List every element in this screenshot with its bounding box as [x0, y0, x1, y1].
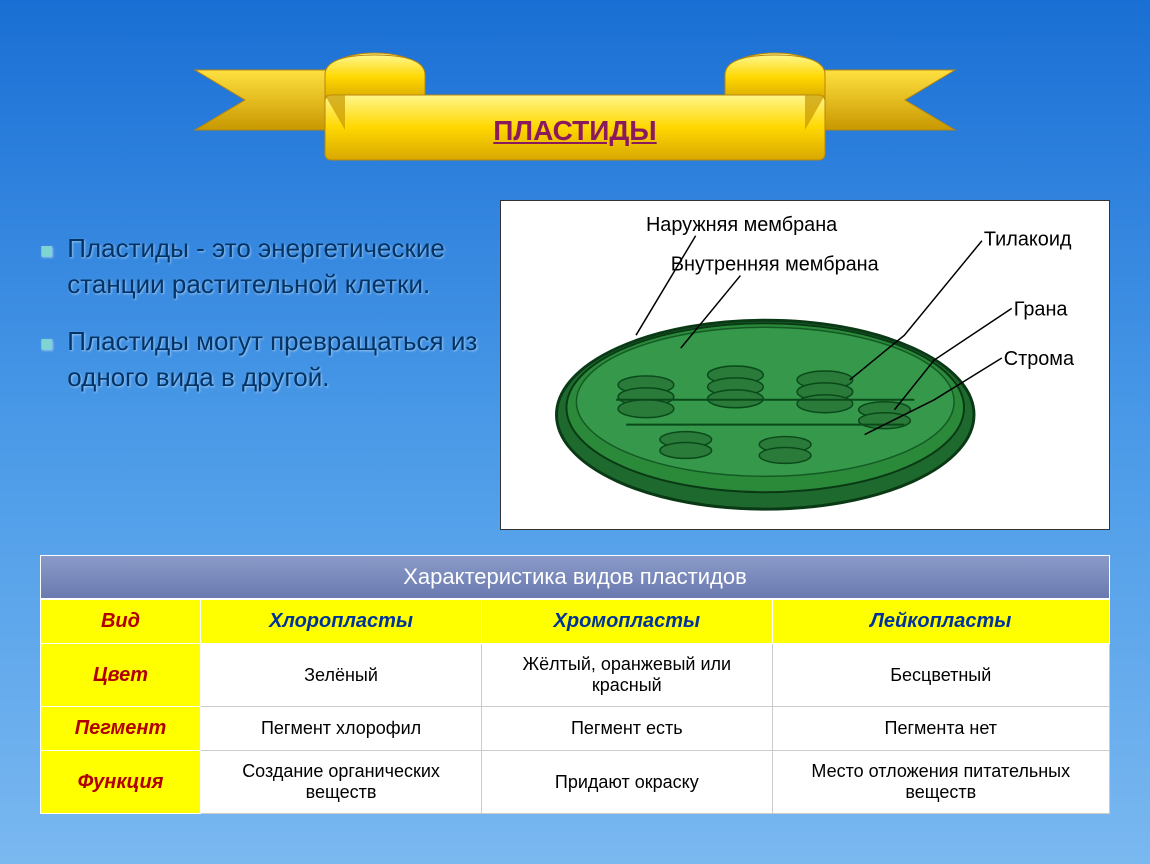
bullet-marker-icon: ■ [40, 329, 53, 396]
row-header: Вид [41, 600, 201, 644]
table-cell: Пегмент есть [482, 707, 772, 751]
label-outer-membrane: Наружняя мембрана [646, 214, 838, 236]
page-title: ПЛАСТИДЫ [175, 115, 975, 147]
table-cell: Жёлтый, оранжевый или красный [482, 644, 772, 707]
bullet-list: ■ Пластиды - это энергетические станции … [40, 200, 480, 530]
label-thylakoid: Тилакоид [984, 229, 1072, 251]
table-row: Функция Создание органических веществ Пр… [41, 751, 1110, 814]
col-header: Лейкопласты [772, 600, 1109, 644]
plastid-table-section: Характеристика видов пластидов Вид Хлоро… [40, 555, 1110, 814]
table-cell: Придают окраску [482, 751, 772, 814]
bullet-item: ■ Пластиды могут превращаться из одного … [40, 323, 480, 396]
row-header: Цвет [41, 644, 201, 707]
table-row: Вид Хлоропласты Хромопласты Лейкопласты [41, 600, 1110, 644]
table-cell: Бесцветный [772, 644, 1109, 707]
label-grana: Грана [1014, 298, 1069, 320]
bullet-text: Пластиды могут превращаться из одного ви… [67, 323, 480, 396]
col-header: Хлоропласты [201, 600, 482, 644]
table-cell: Место отложения питательных веществ [772, 751, 1109, 814]
label-stroma: Строма [1004, 348, 1075, 370]
table-cell: Пегмента нет [772, 707, 1109, 751]
table-cell: Зелёный [201, 644, 482, 707]
plastid-table: Вид Хлоропласты Хромопласты Лейкопласты … [40, 599, 1110, 814]
bullet-marker-icon: ■ [40, 236, 53, 303]
table-cell: Создание органических веществ [201, 751, 482, 814]
content-row: ■ Пластиды - это энергетические станции … [40, 200, 1110, 530]
bullet-text: Пластиды - это энергетические станции ра… [67, 230, 480, 303]
label-inner-membrane: Внутренняя мембрана [671, 254, 880, 276]
row-header: Пегмент [41, 707, 201, 751]
bullet-item: ■ Пластиды - это энергетические станции … [40, 230, 480, 303]
row-header: Функция [41, 751, 201, 814]
ribbon-svg [175, 20, 975, 180]
title-banner: ПЛАСТИДЫ [175, 20, 975, 180]
chloroplast-diagram: Наружняя мембрана Внутренняя мембрана Ти… [500, 200, 1110, 530]
table-row: Пегмент Пегмент хлорофил Пегмент есть Пе… [41, 707, 1110, 751]
table-title: Характеристика видов пластидов [40, 555, 1110, 599]
table-row: Цвет Зелёный Жёлтый, оранжевый или красн… [41, 644, 1110, 707]
table-cell: Пегмент хлорофил [201, 707, 482, 751]
col-header: Хромопласты [482, 600, 772, 644]
